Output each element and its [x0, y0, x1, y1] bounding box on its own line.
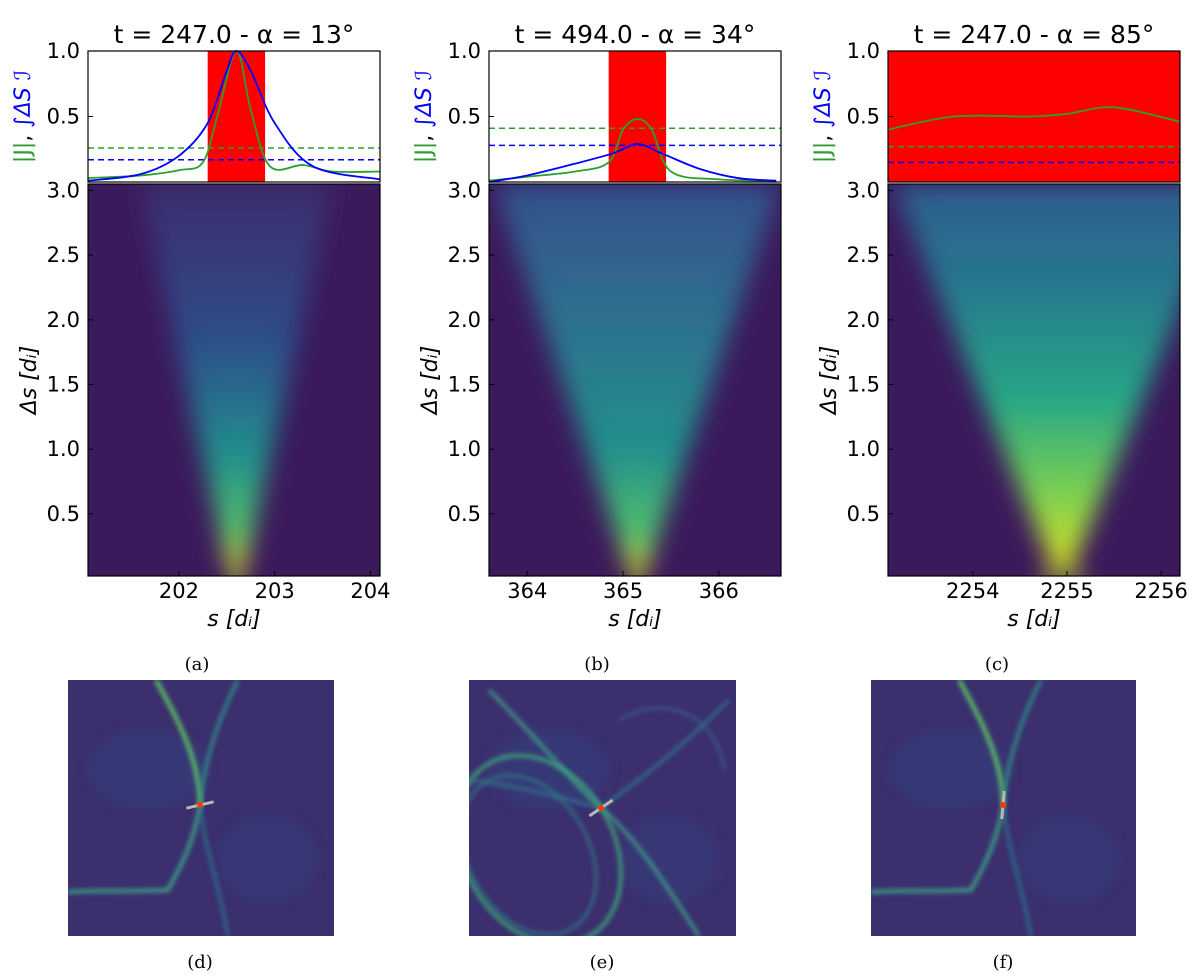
inset-ylabel-comma: ,	[11, 128, 36, 142]
ytick-label: 1.0	[448, 437, 481, 461]
caption-f: (f)	[993, 952, 1014, 973]
chart-title: t = 247.0 - α = 13°	[114, 20, 355, 49]
inset-ylabel-blue: ∫ΔS ℐ	[412, 70, 437, 128]
inset-ylabel-green: |J|	[811, 142, 836, 163]
inset-ylabel: |J|, ∫ΔS ℐ	[11, 70, 36, 163]
heatmap-hotspot	[615, 481, 660, 576]
ytick-label: 0.5	[47, 502, 80, 526]
xtick-label: 366	[699, 579, 739, 603]
xlabel: s [dᵢ]	[207, 607, 261, 632]
xlabel: s [dᵢ]	[1007, 607, 1061, 632]
heatmap-frame	[488, 183, 782, 577]
field-map-f	[871, 680, 1136, 936]
inset-ylabel: |J|, ∫ΔS ℐ	[811, 70, 836, 163]
xpoint-marker	[598, 805, 604, 811]
ytick-label: 3.0	[448, 178, 481, 202]
inset-ylabel-green: |J|	[11, 142, 36, 163]
field-line	[1001, 805, 1033, 936]
inset-ylabel-comma: ,	[811, 128, 836, 142]
xtick-label: 2254	[946, 579, 999, 603]
heatmap-cone	[493, 184, 781, 576]
heatmap	[888, 184, 1180, 576]
field-line	[154, 680, 202, 807]
ylabel: Δs [dᵢ]	[17, 346, 42, 417]
caption-a: (a)	[185, 654, 210, 675]
field-map-d	[68, 680, 334, 936]
heatmap-hotspot	[214, 481, 259, 576]
heatmap-frame	[887, 183, 1181, 577]
xtick-label: 202	[159, 579, 199, 603]
ytick-label: 1.0	[847, 437, 880, 461]
inset-ylabel-green: |J|	[412, 142, 437, 163]
inset-ytick-label: 1.0	[847, 39, 880, 63]
ytick-label: 3.0	[847, 178, 880, 202]
field-line	[68, 805, 202, 894]
ylabel: Δs [dᵢ]	[817, 346, 842, 417]
red-band	[608, 51, 667, 182]
inset-ytick-label: 0.5	[47, 105, 80, 129]
heatmap	[88, 184, 380, 576]
field-line	[1001, 680, 1043, 807]
inset-ylabel-comma: ,	[412, 128, 437, 142]
ytick-label: 0.5	[448, 502, 481, 526]
ytick-label: 1.5	[847, 373, 880, 397]
ytick-label: 2.0	[448, 308, 481, 332]
inset-ytick-label: 1.0	[448, 39, 481, 63]
ytick-label: 1.5	[47, 373, 80, 397]
inset-ylabel: |J|, ∫ΔS ℐ	[412, 70, 437, 163]
xpoint-marker	[197, 802, 203, 808]
ytick-label: 1.5	[448, 373, 481, 397]
heatmap-hotspot	[1007, 426, 1118, 576]
heatmap-frame	[87, 183, 381, 577]
panel-2: t = 247.0 - α = 85° 0.5 1.0 |J|, ∫ΔS ℐ 0.5 1.…	[811, 20, 1188, 632]
ytick-label: 2.5	[847, 243, 880, 267]
xtick-label: 2256	[1134, 579, 1187, 603]
inset-ytick-label: 0.5	[448, 105, 481, 129]
caption-c: (c)	[985, 654, 1009, 675]
ytick-label: 2.5	[47, 243, 80, 267]
inset-ylabel-blue: ∫ΔS ℐ	[811, 70, 836, 128]
series-line-J	[488, 118, 777, 182]
ytick-label: 0.5	[847, 502, 880, 526]
inset-ylabel-blue: ∫ΔS ℐ	[11, 70, 36, 128]
panel-0: t = 247.0 - α = 13° 0.5 1.0 |J|, ∫ΔS ℐ 0.5 1.…	[11, 20, 390, 632]
ytick-label: 3.0	[47, 178, 80, 202]
heatmap-cone	[892, 184, 1180, 576]
caption-e: (e)	[590, 952, 615, 973]
panel-1: t = 494.0 - α = 34° 0.5 1.0 |J|, ∫ΔS ℐ 0.5 1.…	[412, 20, 782, 632]
ytick-label: 2.5	[448, 243, 481, 267]
chart-title: t = 494.0 - α = 34°	[515, 20, 756, 49]
series-line-integral	[488, 143, 777, 183]
chart-title: t = 247.0 - α = 85°	[914, 20, 1155, 49]
xtick-label: 204	[350, 579, 390, 603]
heatmap-cone	[140, 184, 333, 576]
field-line	[618, 707, 725, 771]
xtick-label: 365	[603, 579, 643, 603]
field-line	[957, 680, 1005, 807]
field-line	[198, 805, 230, 936]
heatmap	[489, 184, 781, 576]
series-line-J	[887, 106, 1181, 131]
red-band	[207, 51, 266, 182]
inset-ytick-label: 0.5	[847, 105, 880, 129]
ytick-label: 2.0	[47, 308, 80, 332]
xtick-label: 364	[507, 579, 547, 603]
xpoint-marker	[1000, 802, 1006, 808]
inset-ytick-label: 1.0	[47, 39, 80, 63]
xtick-label: 203	[255, 579, 295, 603]
series-line-integral	[87, 50, 381, 182]
xlabel: s [dᵢ]	[608, 607, 662, 632]
xtick-label: 2255	[1040, 579, 1093, 603]
field-line	[198, 680, 240, 807]
field-map-e	[469, 680, 736, 936]
ytick-label: 1.0	[47, 437, 80, 461]
ylabel: Δs [dᵢ]	[418, 346, 443, 417]
caption-b: (b)	[584, 654, 610, 675]
ytick-label: 2.0	[847, 308, 880, 332]
caption-d: (d)	[187, 952, 213, 973]
field-line	[871, 805, 1005, 894]
